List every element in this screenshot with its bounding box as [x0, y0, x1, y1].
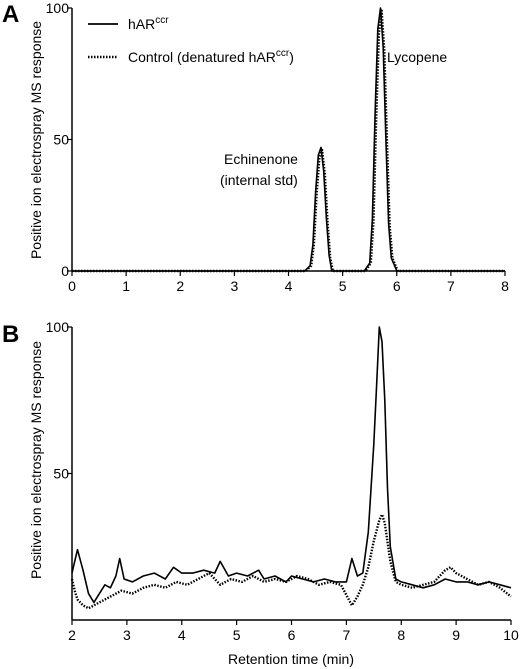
panel-a-x-tick-label: 0 — [68, 278, 76, 294]
panel-a-y-tick-label: 50 — [53, 132, 69, 148]
panel-b-plot: 2 3 4 5 6 7 8 9 10 50 100 — [46, 319, 519, 643]
panel-b-xlabel: Retention time (min) — [228, 651, 354, 667]
panel-b-ylabel: Positive ion electrospray MS response — [28, 341, 44, 579]
annotation-echinenone: Echinenone — [224, 151, 298, 167]
panel-a-y-tick-label: 100 — [46, 0, 70, 16]
panel-b-x-tick-label: 7 — [342, 627, 350, 643]
panel-b-x-tick-label: 9 — [452, 627, 460, 643]
panel-a-x-tick-label: 4 — [285, 278, 293, 294]
panel-b-x-tick-label: 3 — [123, 627, 131, 643]
panel-a-x-tick-label: 6 — [393, 278, 401, 294]
panel-a-x-tick-label: 5 — [339, 278, 347, 294]
panel-b-letter: B — [2, 321, 19, 348]
panel-b-x-tick-label: 10 — [503, 627, 519, 643]
legend: hARccr Control (denatured hARccr) — [88, 15, 294, 65]
panel-b-x-tick-label: 2 — [68, 627, 76, 643]
panel-a-y-tick-label: 0 — [61, 263, 69, 279]
legend-dotted-label: Control (denatured hARccr) — [128, 48, 294, 65]
panel-b-x-tick-label: 8 — [397, 627, 405, 643]
panel-a-x-tick-label: 1 — [122, 278, 130, 294]
panel-b-x-tick-label: 4 — [178, 627, 186, 643]
legend-solid-label: hARccr — [128, 15, 169, 32]
panel-a-plot: 0 1 2 3 4 5 6 7 8 0 50 100 — [46, 0, 509, 294]
panel-a-letter: A — [2, 1, 19, 28]
panel-b-x-tick-label: 6 — [288, 627, 296, 643]
annotation-internal-std: (internal std) — [220, 172, 298, 188]
panel-b-series-solid — [71, 326, 512, 604]
panel-a-x-tick-label: 7 — [447, 278, 455, 294]
panel-a-ylabel: Positive ion electrospray MS response — [28, 21, 44, 259]
panel-a-series-dotted — [72, 9, 505, 273]
panel-b-y-tick-label: 100 — [46, 319, 70, 335]
panel-b-x-tick-label: 5 — [233, 627, 241, 643]
panel-b-y-tick-label: 50 — [53, 466, 69, 482]
panel-a-x-tick-label: 2 — [176, 278, 184, 294]
panel-a-x-tick-label: 3 — [230, 278, 238, 294]
panel-a-x-tick-label: 8 — [501, 278, 509, 294]
annotation-lycopene: Lycopene — [387, 49, 447, 65]
panel-b-series-dotted — [70, 513, 512, 610]
